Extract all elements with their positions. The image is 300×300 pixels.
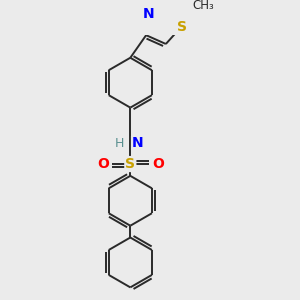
Text: S: S [177, 20, 187, 34]
Text: O: O [152, 157, 164, 171]
Text: N: N [132, 136, 143, 150]
Text: CH₃: CH₃ [192, 0, 214, 12]
Text: N: N [142, 7, 154, 21]
Text: O: O [97, 157, 109, 171]
Text: H: H [114, 136, 124, 149]
Text: S: S [125, 157, 135, 171]
